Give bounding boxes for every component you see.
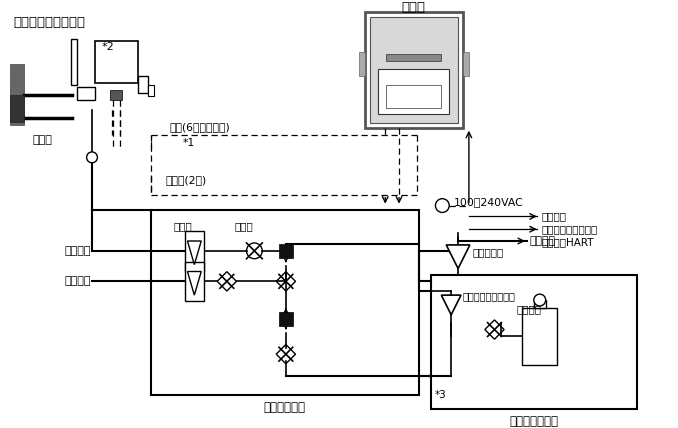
Text: 参比气体: 参比气体 [64,246,91,256]
Text: 加热器(2芯): 加热器(2芯) [166,175,207,185]
Text: 分离式氧化锆检测器: 分离式氧化锆检测器 [14,16,85,29]
Bar [184,231,204,270]
Bar [10,64,24,125]
Text: *1: *1 [182,137,195,148]
Bar [184,262,204,301]
Bar [378,69,450,114]
Text: 校正气体单元箱: 校正气体单元箱 [509,415,559,428]
Text: 流量计: 流量计 [173,221,192,231]
Bar [77,86,95,100]
Bar [71,39,77,85]
Text: 止回阀: 止回阀 [33,135,53,145]
Text: 针形阀: 针形阀 [234,221,253,231]
Text: 触点输入: 触点输入 [542,211,567,221]
Polygon shape [187,271,201,295]
Text: 数字输出HART: 数字输出HART [542,237,594,247]
Text: *3: *3 [435,390,446,401]
Bar [370,17,458,123]
Bar [151,211,419,395]
Circle shape [87,152,98,163]
Text: 校正气体压力调节器: 校正气体压力调节器 [463,291,516,301]
Text: 校正气体: 校正气体 [64,276,91,286]
Text: 零点气瓶: 零点气瓶 [516,304,541,314]
Polygon shape [446,245,470,268]
Bar [10,95,24,122]
Bar [431,276,637,409]
Bar [365,12,463,128]
Bar [386,85,441,108]
Text: 气体调节阀: 气体调节阀 [473,247,504,257]
Text: 100～240VAC: 100～240VAC [454,196,524,207]
Bar [534,300,546,308]
Bar [95,41,138,83]
Text: 变换器: 变换器 [402,1,426,14]
Bar [279,312,293,326]
Bar [279,244,293,258]
Text: 信号(6芯屏蔽电缆): 信号(6芯屏蔽电缆) [170,122,231,132]
Bar [522,308,557,365]
Circle shape [435,199,450,212]
Text: 自动校正单元: 自动校正单元 [264,401,306,414]
Bar [148,85,154,96]
Bar [138,76,148,93]
Bar [386,54,441,61]
Bar [110,90,121,100]
Text: 模拟输出，触点输出: 模拟输出，触点输出 [542,224,598,234]
Polygon shape [441,295,461,315]
Bar [359,52,365,76]
Polygon shape [187,241,201,265]
Circle shape [534,294,546,306]
Bar [463,52,469,76]
Text: 仪表气体: 仪表气体 [530,236,556,246]
Text: *2: *2 [102,42,115,52]
